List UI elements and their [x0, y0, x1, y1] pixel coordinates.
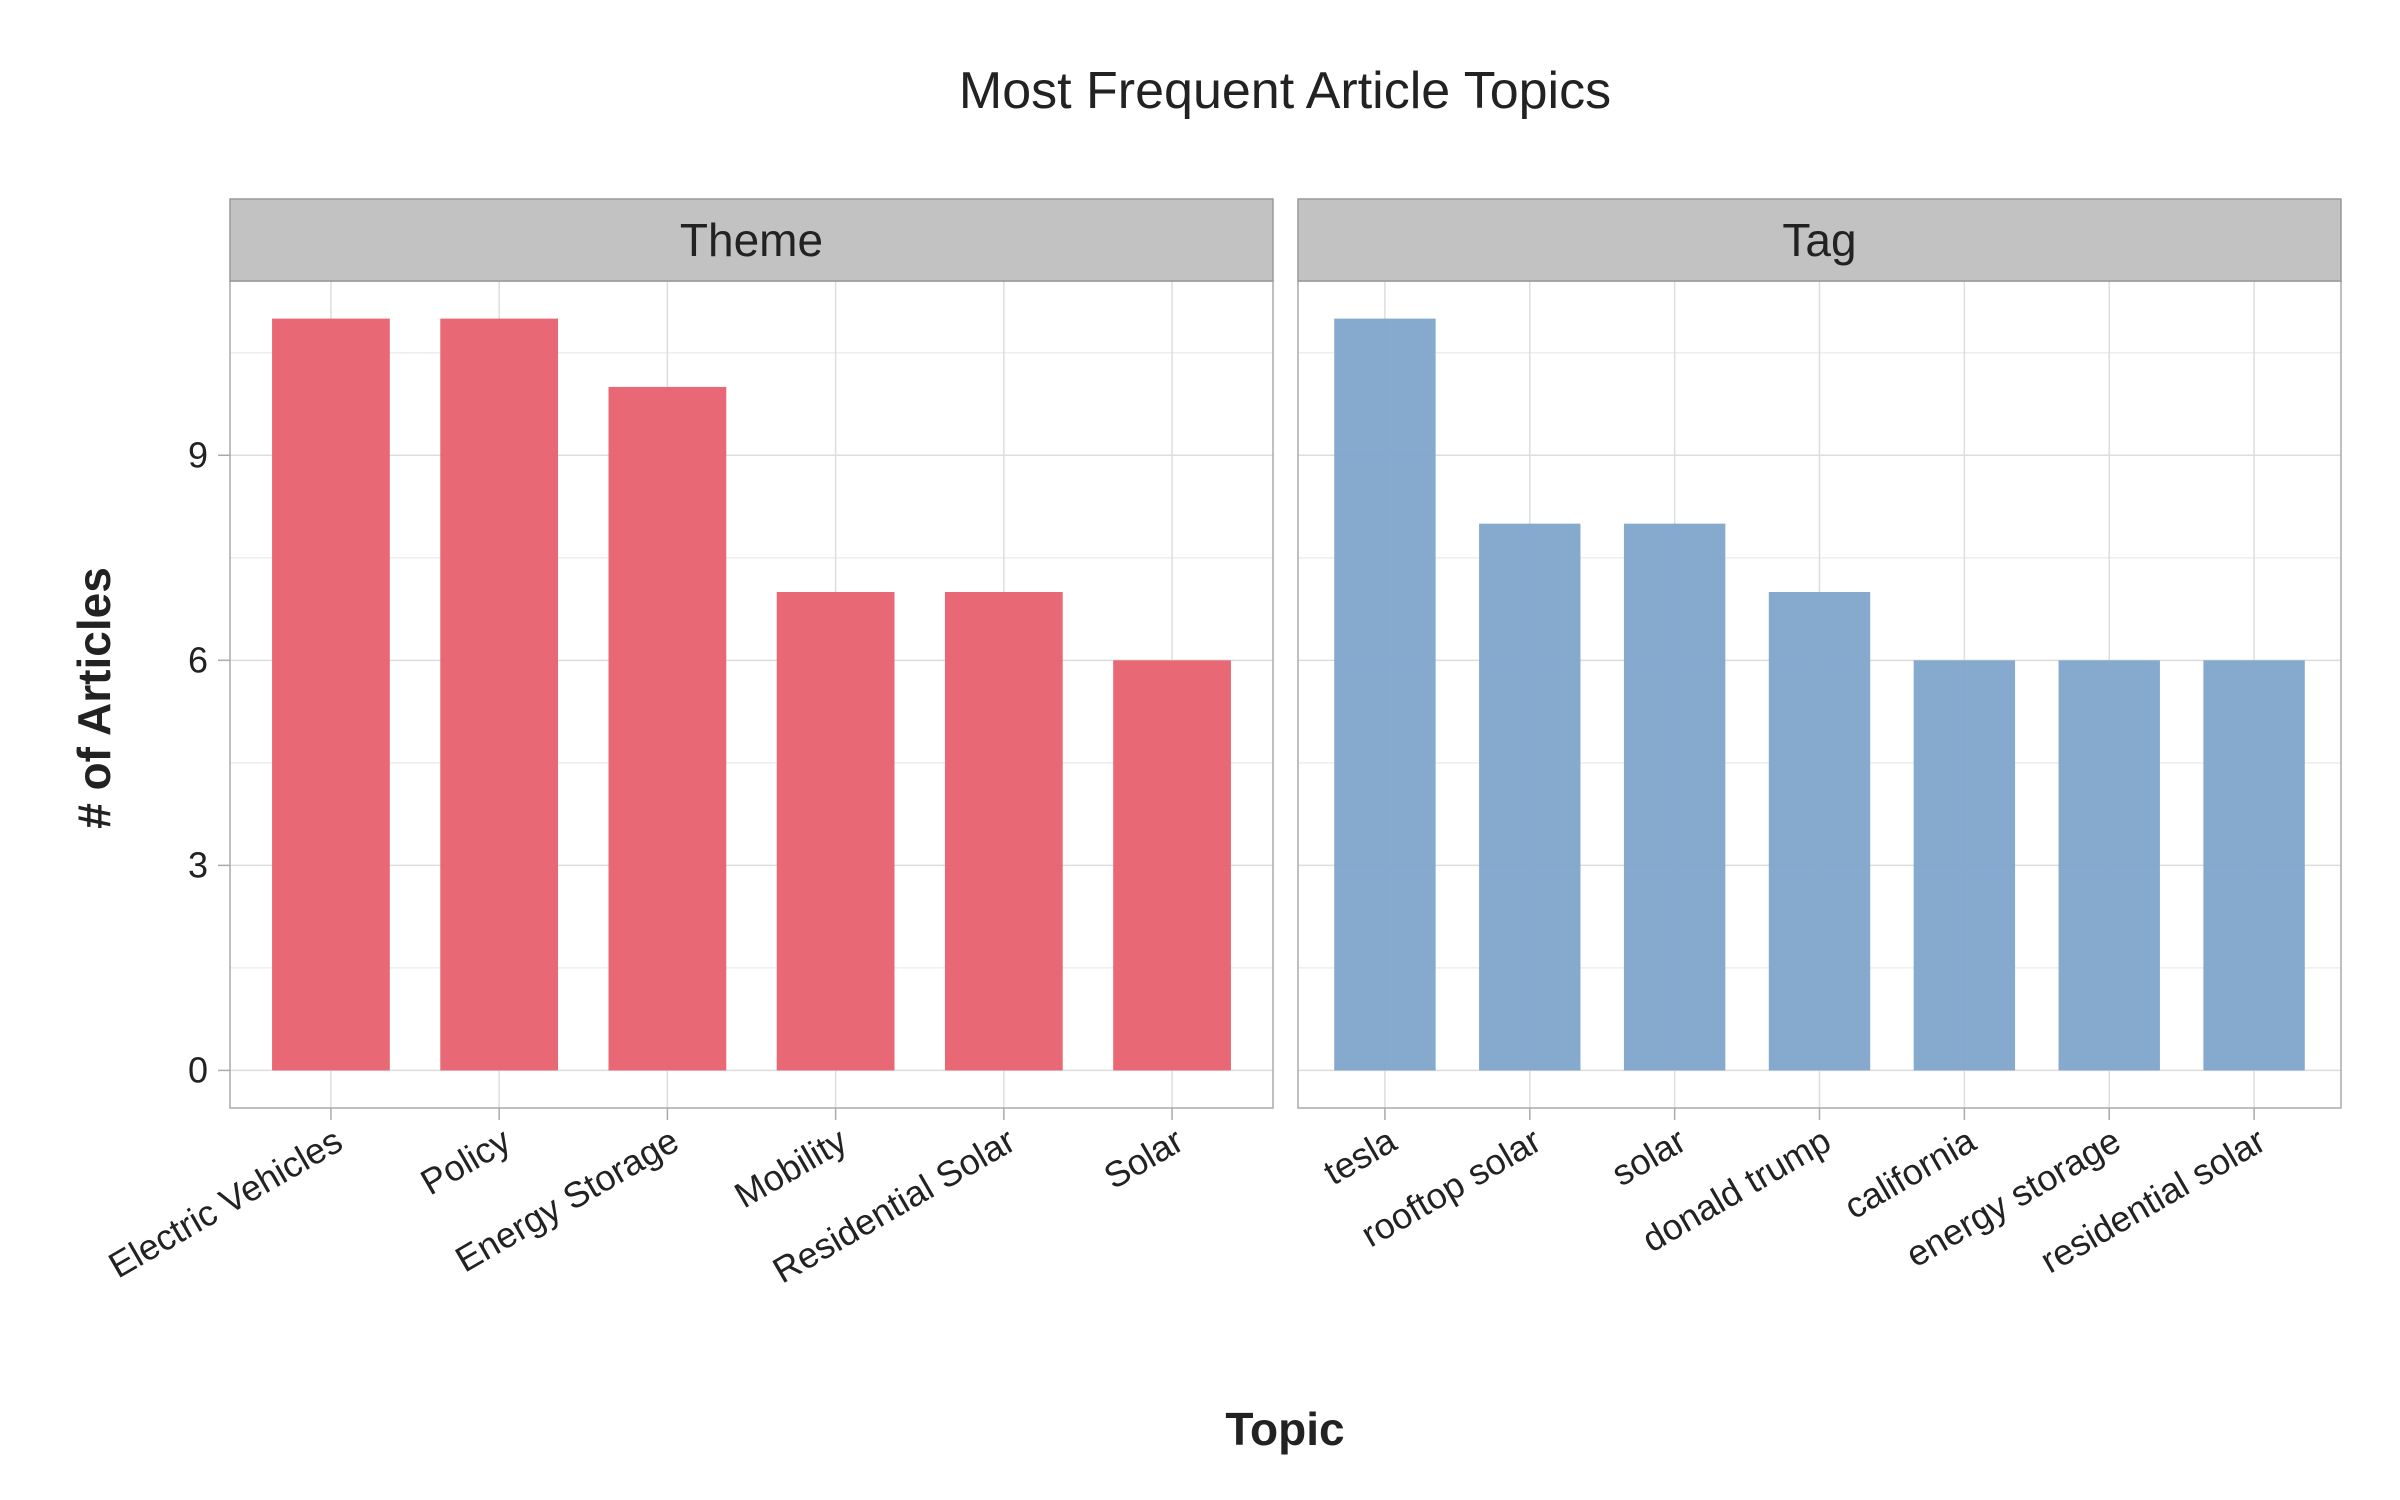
x-tick-label: Mobility: [727, 1119, 853, 1216]
bar-residential-solar: [944, 591, 1063, 1071]
bar-policy: [440, 318, 559, 1071]
y-tick-label: 0: [188, 1049, 208, 1090]
bar-california: [1913, 660, 2016, 1071]
x-tick-label: Policy: [413, 1119, 517, 1203]
y-tick-label: 6: [188, 639, 208, 680]
bar-solar: [1623, 523, 1726, 1071]
bar-rooftop-solar: [1479, 523, 1581, 1071]
facet-strip-label: Tag: [1782, 214, 1856, 266]
facet-strip: [229, 198, 1274, 282]
bar-residential-solar: [2203, 660, 2305, 1071]
y-tick-label: 3: [188, 844, 208, 885]
bar-mobility: [776, 591, 895, 1071]
x-tick-label: Electric Vehicles: [101, 1119, 348, 1286]
bar-tesla: [1334, 318, 1436, 1071]
x-tick-label: Solar: [1097, 1119, 1190, 1197]
facet-strip: [1297, 198, 2342, 282]
chart-title: Most Frequent Article Topics: [959, 62, 1611, 120]
y-tick-label: 9: [188, 434, 208, 475]
x-tick-label: tesla: [1317, 1119, 1404, 1193]
facet-strip-label: Theme: [680, 214, 823, 266]
x-axis-title: Topic: [1225, 1403, 1344, 1455]
x-tick-label: solar: [1605, 1119, 1693, 1194]
bar-energy-storage: [608, 386, 727, 1071]
y-axis-title: # of Articles: [68, 567, 120, 829]
bar-electric-vehicles: [272, 318, 390, 1071]
panel-background: [230, 281, 1273, 1108]
bar-energy-storage: [2058, 660, 2160, 1071]
bar-donald-trump: [1768, 591, 1871, 1071]
bar-solar: [1113, 660, 1231, 1071]
